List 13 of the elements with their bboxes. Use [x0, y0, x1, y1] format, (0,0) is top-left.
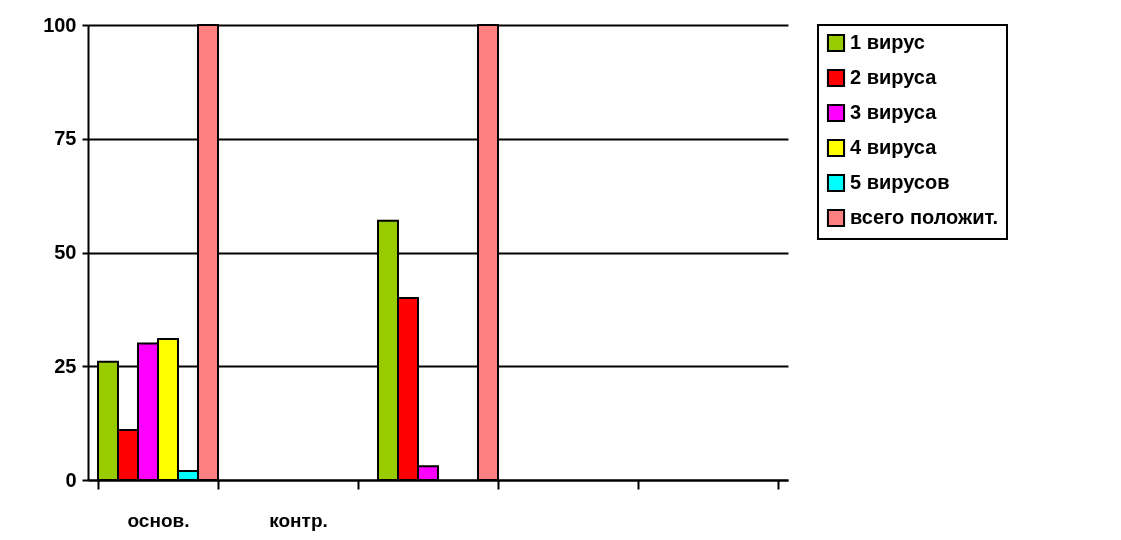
y-tick-label: 75 — [54, 127, 77, 150]
y-tick-label: 0 — [65, 468, 77, 491]
y-tick-label: 50 — [54, 241, 77, 263]
x-tick-label: контр. — [269, 509, 328, 531]
legend-label: 5 вирусов — [850, 171, 950, 193]
legend-label: 3 вируса — [850, 101, 938, 123]
x-tick-label: основ. — [127, 509, 190, 531]
y-tick-label: 100 — [43, 13, 77, 36]
legend-label: всего положит. — [850, 206, 999, 228]
legend-label: 2 вируса — [850, 66, 938, 88]
legend-label: 4 вируса — [850, 136, 938, 158]
legend-label: 1 вирус — [850, 31, 925, 53]
y-tick-label: 25 — [54, 354, 77, 377]
